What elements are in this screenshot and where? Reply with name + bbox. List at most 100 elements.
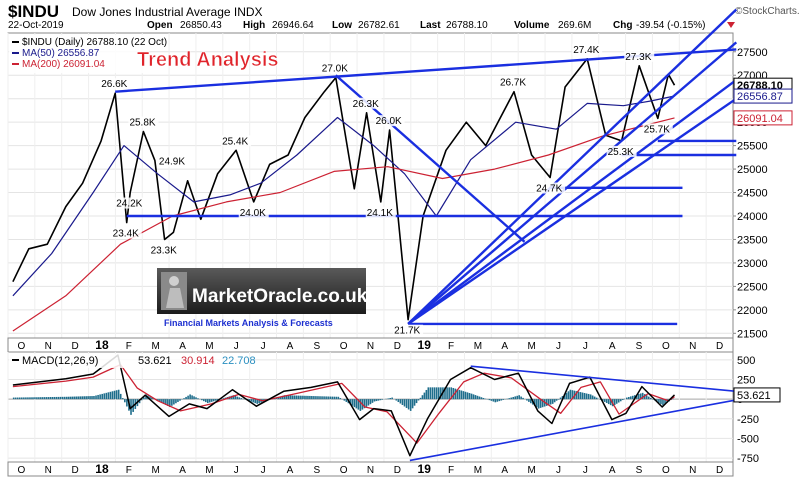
macd-y-tick-label: 500 (737, 355, 755, 367)
macd-histogram-bar (395, 399, 398, 401)
macd-histogram-bar (27, 397, 29, 400)
macd-histogram-bar (440, 387, 442, 400)
macd-histogram-bar (450, 387, 453, 400)
macd-histogram-bar (343, 399, 346, 401)
macd-histogram-bar (179, 399, 181, 401)
macd-histogram-bar (411, 399, 414, 409)
peak-label: 27.0K (322, 64, 348, 75)
peak-label-bg (221, 135, 252, 147)
month-label-bottom: A (501, 465, 508, 476)
macd-histogram-bar (627, 396, 630, 400)
macd-histogram-bar (666, 399, 668, 403)
macd-histogram-bar (47, 397, 50, 400)
month-label-bottom: A (179, 465, 186, 476)
marketoracle-logo: MarketOracle.co.uk Financial Markets Ana… (157, 268, 368, 328)
month-label-bottom: O (340, 465, 348, 476)
month-label-bottom: D (394, 465, 401, 476)
macd-histogram-bar (589, 394, 592, 400)
down-arrow-icon (727, 22, 735, 28)
macd-histogram-bar (351, 399, 354, 406)
macd-histogram-bar (637, 394, 640, 400)
month-label-top: D (394, 341, 401, 352)
macd-histogram-bar (49, 397, 52, 400)
month-label-top: J (583, 341, 588, 352)
macd-histogram-bar (631, 395, 634, 400)
macd-histogram-bar (201, 399, 203, 401)
macd-histogram-bar (240, 398, 243, 400)
macd-histogram-bar (14, 397, 17, 400)
price-y-tick-label: 27500 (737, 47, 768, 59)
peak-label: 25.3K (608, 147, 634, 158)
peak-label-bg (606, 145, 637, 157)
macd-histogram-bar (577, 391, 580, 400)
month-axis-top-labels: O N D 18 F M A M J J A S O N D 19 F M A M J J A S O N D (18, 338, 724, 352)
macd-histogram-bar (325, 396, 327, 400)
macd-histogram-bar (437, 387, 440, 400)
price-y-tick-label: 23500 (737, 234, 768, 246)
peak-label: 23.3K (151, 245, 177, 256)
macd-histogram-bar (508, 398, 511, 400)
macd-histogram-bar (65, 396, 68, 400)
macd-histogram-bar (510, 397, 513, 400)
macd-histogram-bar (109, 391, 112, 400)
macd-histogram-bar (81, 396, 84, 400)
macd-histogram-bar (650, 397, 652, 400)
price-trend-lines (115, 8, 738, 326)
month-label-top: M (527, 341, 535, 352)
date-label: 22-Oct-2019 (8, 20, 64, 31)
macd-histogram-bar (119, 393, 122, 400)
macd-histogram-bar (537, 399, 540, 409)
macd-histogram-bar (193, 396, 195, 400)
open-value: 26850.43 (180, 20, 222, 31)
price-y-tick-label: 23000 (737, 258, 768, 270)
macd-histogram-bar (37, 397, 39, 400)
macd-histogram-bar (458, 389, 461, 400)
macd-histogram-bar (77, 396, 80, 400)
macd-histogram-bar (195, 397, 197, 400)
macd-histogram-bar (435, 387, 438, 400)
macd-histogram-bar (603, 399, 606, 402)
peak-label-bg (365, 206, 396, 218)
macd-histogram-bar (232, 395, 235, 400)
macd-y-tick-label: -750 (737, 453, 759, 465)
macd-legend-background (9, 354, 249, 368)
macd-histogram-bar (301, 395, 303, 400)
macd-histogram-bar (59, 396, 62, 400)
macd-histogram-bar (609, 399, 612, 406)
macd-histogram-bar (500, 399, 503, 401)
macd-histogram-bar (613, 399, 616, 405)
macd-histogram-bar (97, 394, 99, 400)
macd-histogram-bar (297, 395, 299, 400)
macd-histogram-bar (369, 399, 372, 405)
peak-label-bg (351, 97, 382, 109)
peak-label: 24.0K (240, 208, 266, 219)
macd-histogram-bar (516, 395, 518, 400)
logo-background (157, 268, 366, 314)
high-label: High (243, 20, 265, 31)
macd-histogram-bar (345, 399, 348, 402)
macd-histogram-bar (111, 391, 114, 400)
peak-label: 24.7K (536, 184, 562, 195)
macd-histogram-bar (69, 396, 72, 400)
macd-histogram-bar (539, 399, 542, 408)
month-label-bottom: 18 (95, 462, 109, 476)
macd-histogram-bar (29, 397, 31, 400)
macd-histogram-bar (431, 387, 434, 400)
peak-label-bg (320, 62, 351, 74)
price-series-line (12, 95, 675, 297)
macd-histogram-bar (621, 399, 624, 401)
legend-price: $INDU (Daily) 26788.10 (22 Oct) (22, 37, 167, 48)
macd-histogram-bar (615, 399, 618, 404)
symbol-label: $INDU (8, 2, 59, 21)
macd-histogram-bar (323, 396, 325, 400)
macd-histogram-bar (35, 397, 37, 400)
peak-label-bg (100, 78, 131, 90)
peak-label-bg (149, 244, 180, 256)
macd-legend-signal: 30.914 (181, 355, 215, 367)
peak-label-bg (572, 43, 603, 55)
month-label-bottom: A (609, 465, 616, 476)
macd-histogram-bar (629, 396, 632, 400)
month-label-top: A (287, 341, 294, 352)
macd-histogram-bar (53, 396, 56, 400)
macd-histogram-bar (547, 399, 550, 406)
